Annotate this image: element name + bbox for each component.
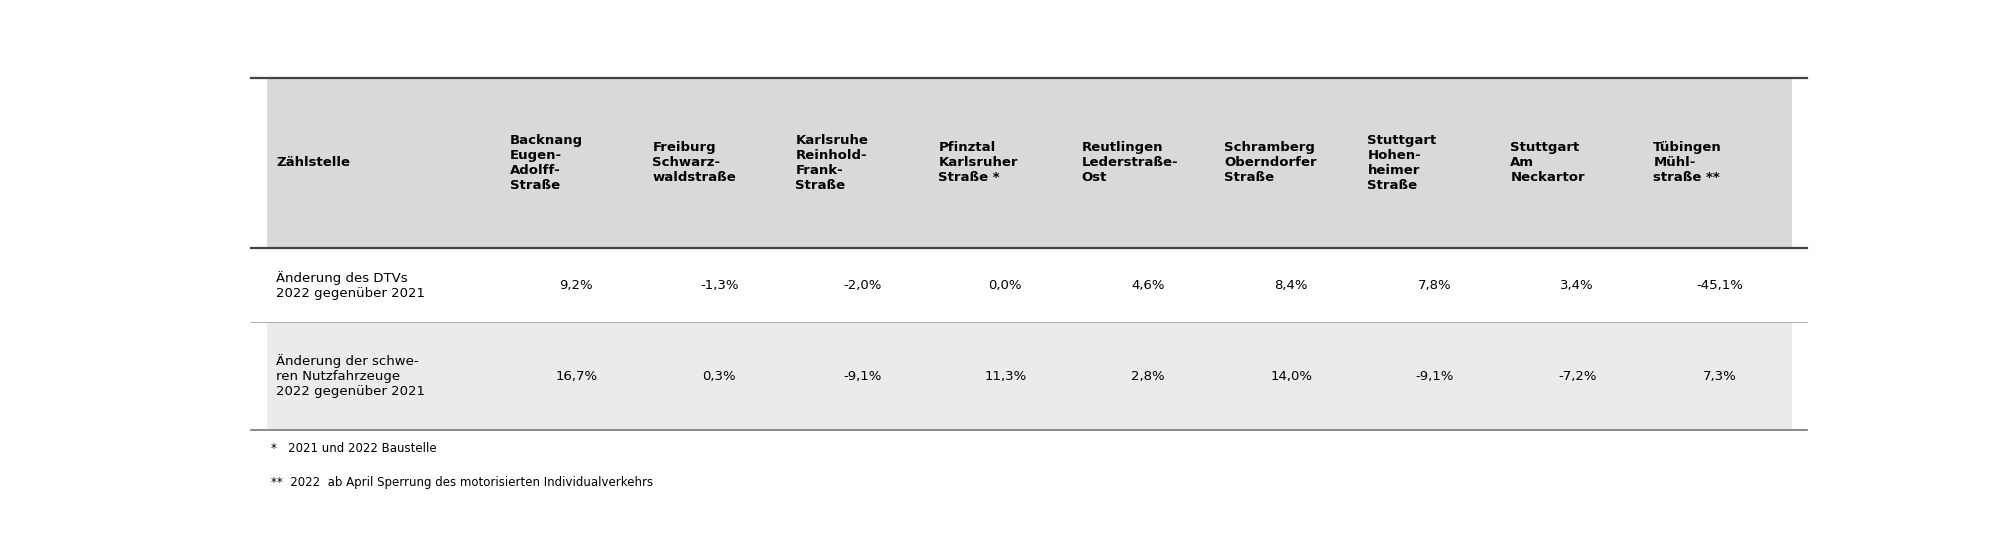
Bar <box>1505 78 1648 248</box>
Text: -9,1%: -9,1% <box>1415 370 1453 383</box>
Bar <box>267 430 504 482</box>
Bar <box>933 322 1076 430</box>
Bar <box>791 430 933 482</box>
Text: 7,3%: 7,3% <box>1702 370 1736 383</box>
Text: 2,8%: 2,8% <box>1130 370 1164 383</box>
Bar <box>1363 430 1505 482</box>
Text: Änderung der schwe-
ren Nutzfahrzeuge
2022 gegenüber 2021: Änderung der schwe- ren Nutzfahrzeuge 20… <box>275 354 425 398</box>
Bar <box>1076 78 1218 248</box>
Bar <box>1218 430 1363 482</box>
Bar <box>1505 322 1648 430</box>
Text: 11,3%: 11,3% <box>983 370 1026 383</box>
Bar <box>1363 322 1505 430</box>
Bar <box>1505 248 1648 322</box>
Bar <box>933 78 1076 248</box>
Bar <box>1076 430 1218 482</box>
Text: 0,3%: 0,3% <box>702 370 737 383</box>
Bar <box>791 322 933 430</box>
Bar <box>648 430 791 482</box>
Text: 16,7%: 16,7% <box>556 370 598 383</box>
Text: Stuttgart
Am
Neckartor: Stuttgart Am Neckartor <box>1509 141 1584 184</box>
Text: Schramberg
Oberndorfer
Straße: Schramberg Oberndorfer Straße <box>1224 141 1317 184</box>
Bar <box>1648 78 1790 248</box>
Bar <box>648 248 791 322</box>
Text: *   2021 und 2022 Baustelle: * 2021 und 2022 Baustelle <box>271 442 438 455</box>
Text: 8,4%: 8,4% <box>1274 279 1307 292</box>
Bar <box>267 248 504 322</box>
Text: 0,0%: 0,0% <box>987 279 1022 292</box>
Bar <box>791 78 933 248</box>
Bar <box>1076 322 1218 430</box>
Bar <box>933 248 1076 322</box>
Text: Zählstelle: Zählstelle <box>275 156 349 169</box>
Bar <box>504 430 648 482</box>
Text: -1,3%: -1,3% <box>700 279 739 292</box>
Text: Pfinztal
Karlsruher
Straße *: Pfinztal Karlsruher Straße * <box>937 141 1018 184</box>
Text: Reutlingen
Lederstraße-
Ost: Reutlingen Lederstraße- Ost <box>1082 141 1178 184</box>
Bar <box>267 78 504 248</box>
Bar <box>504 322 648 430</box>
Bar <box>1648 430 1790 482</box>
Text: Karlsruhe
Reinhold-
Frank-
Straße: Karlsruhe Reinhold- Frank- Straße <box>795 133 867 191</box>
Bar <box>1218 248 1363 322</box>
Bar <box>504 78 648 248</box>
Text: 14,0%: 14,0% <box>1270 370 1311 383</box>
Bar <box>648 322 791 430</box>
Bar <box>504 248 648 322</box>
Bar <box>1218 78 1363 248</box>
Bar <box>1505 430 1648 482</box>
Bar <box>1218 322 1363 430</box>
Text: Freiburg
Schwarz-
waldstraße: Freiburg Schwarz- waldstraße <box>652 141 737 184</box>
Bar <box>1648 248 1790 322</box>
Bar <box>1363 78 1505 248</box>
Text: -9,1%: -9,1% <box>843 370 881 383</box>
Text: -45,1%: -45,1% <box>1696 279 1742 292</box>
Text: -2,0%: -2,0% <box>843 279 881 292</box>
Bar <box>648 78 791 248</box>
Bar <box>933 430 1076 482</box>
Bar <box>791 248 933 322</box>
Bar <box>1076 248 1218 322</box>
Text: Stuttgart
Hohen-
heimer
Straße: Stuttgart Hohen- heimer Straße <box>1367 133 1435 191</box>
Text: 4,6%: 4,6% <box>1130 279 1164 292</box>
Bar <box>267 322 504 430</box>
Bar <box>1648 322 1790 430</box>
Text: Backnang
Eugen-
Adolff-
Straße: Backnang Eugen- Adolff- Straße <box>510 133 582 191</box>
Text: 3,4%: 3,4% <box>1559 279 1594 292</box>
Text: -7,2%: -7,2% <box>1557 370 1596 383</box>
Text: Änderung des DTVs
2022 gegenüber 2021: Änderung des DTVs 2022 gegenüber 2021 <box>275 270 425 300</box>
Text: 9,2%: 9,2% <box>560 279 592 292</box>
Bar <box>1363 248 1505 322</box>
Text: **  2022  ab April Sperrung des motorisierten Individualverkehrs: ** 2022 ab April Sperrung des motorisier… <box>271 476 652 489</box>
Text: Tübingen
Mühl-
straße **: Tübingen Mühl- straße ** <box>1652 141 1722 184</box>
Text: 7,8%: 7,8% <box>1417 279 1451 292</box>
